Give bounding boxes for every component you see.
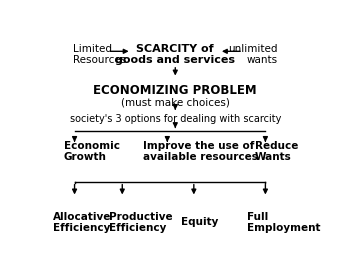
Text: Economic
Growth: Economic Growth xyxy=(64,141,120,162)
Text: Full
Employment: Full Employment xyxy=(247,212,320,233)
Text: (must make choices): (must make choices) xyxy=(121,97,230,107)
Text: Limited
Resources: Limited Resources xyxy=(73,44,127,65)
Text: unlimited
wants: unlimited wants xyxy=(228,44,277,65)
Text: Productive
Efficiency: Productive Efficiency xyxy=(109,212,173,233)
Text: SCARCITY of
goods and services: SCARCITY of goods and services xyxy=(115,44,235,65)
Text: Improve the use of
available resources: Improve the use of available resources xyxy=(144,141,258,162)
Text: society's 3 options for dealing with scarcity: society's 3 options for dealing with sca… xyxy=(69,114,281,124)
Text: Reduce
Wants: Reduce Wants xyxy=(255,141,298,162)
Text: ECONOMIZING PROBLEM: ECONOMIZING PROBLEM xyxy=(93,85,257,98)
Text: Equity: Equity xyxy=(181,217,218,227)
Text: Allocative
Efficiency: Allocative Efficiency xyxy=(53,212,112,233)
